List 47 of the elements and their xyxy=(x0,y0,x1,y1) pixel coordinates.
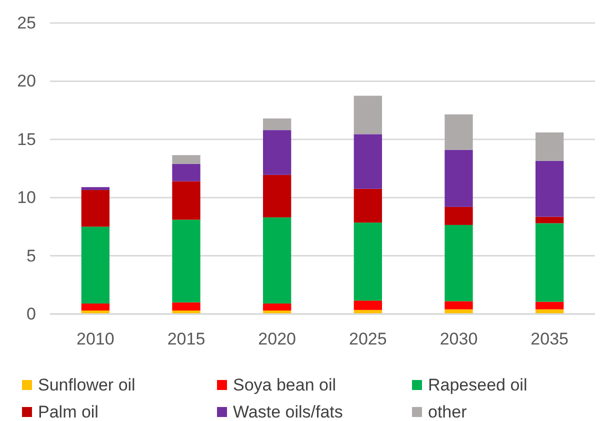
bar xyxy=(444,224,473,302)
bar xyxy=(536,132,564,161)
legend-label: Rapeseed oil xyxy=(428,376,528,394)
legend-label: Palm oil xyxy=(38,402,98,421)
bar xyxy=(263,118,292,130)
bar xyxy=(354,134,382,189)
bar xyxy=(81,190,110,227)
x-tick-label: 2010 xyxy=(76,330,114,348)
bar xyxy=(263,130,292,175)
bar xyxy=(354,96,382,134)
bar xyxy=(263,217,292,304)
bar xyxy=(354,188,382,223)
bar xyxy=(536,302,564,310)
bar xyxy=(172,155,200,164)
legend-label: other xyxy=(428,402,468,421)
bar xyxy=(172,181,200,220)
bar xyxy=(81,187,110,190)
x-tick-label: 2020 xyxy=(258,330,296,348)
y-tick-label: 25 xyxy=(17,14,36,32)
bar xyxy=(354,300,382,310)
bar xyxy=(263,304,292,311)
bar xyxy=(444,150,473,207)
y-tick-label: 0 xyxy=(26,304,36,324)
bar xyxy=(444,206,473,225)
y-tick-label: 20 xyxy=(17,72,36,91)
bar xyxy=(263,174,292,218)
x-tick-label: 2030 xyxy=(440,330,478,348)
bar xyxy=(172,164,200,182)
bar xyxy=(536,223,564,302)
bar xyxy=(444,114,473,150)
y-tick-label: 10 xyxy=(17,188,36,208)
bar xyxy=(536,160,564,217)
bar xyxy=(354,222,382,301)
bar xyxy=(81,304,110,311)
bar xyxy=(81,226,110,304)
y-tick-label: 15 xyxy=(17,130,36,149)
x-tick-label: 2025 xyxy=(349,330,387,348)
legend-label: Sunflower oil xyxy=(38,376,136,394)
y-tick-label: 5 xyxy=(26,246,36,266)
legend-label: Waste oils/fats xyxy=(233,402,343,421)
bar xyxy=(172,302,200,311)
x-tick-label: 2015 xyxy=(167,330,206,348)
bar xyxy=(536,216,564,224)
legend-label: Soya bean oil xyxy=(233,376,336,394)
x-tick-label: 2035 xyxy=(530,330,568,348)
bar xyxy=(172,220,200,302)
bar xyxy=(444,301,473,310)
